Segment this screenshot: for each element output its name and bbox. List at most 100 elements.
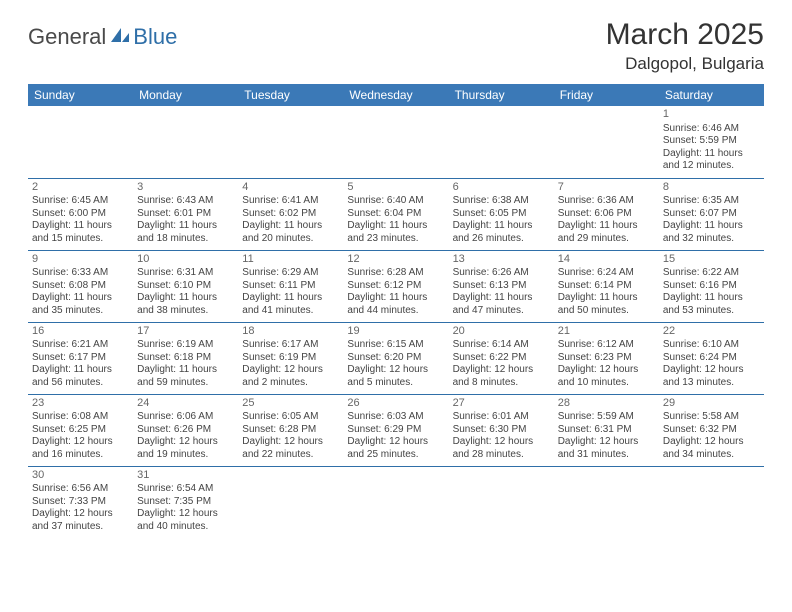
- location-label: Dalgopol, Bulgaria: [606, 54, 764, 74]
- daylight-text: Daylight: 12 hours: [137, 436, 234, 449]
- calendar-cell: [343, 466, 448, 538]
- daylight-text: Daylight: 12 hours: [663, 364, 760, 377]
- sunset-text: Sunset: 6:07 PM: [663, 208, 760, 221]
- sunrise-text: Sunrise: 6:54 AM: [137, 483, 234, 496]
- calendar-cell: [343, 106, 448, 178]
- sunrise-text: Sunrise: 5:58 AM: [663, 411, 760, 424]
- sunrise-text: Sunrise: 5:59 AM: [558, 411, 655, 424]
- daylight-text: Daylight: 11 hours: [137, 220, 234, 233]
- calendar-table: SundayMondayTuesdayWednesdayThursdayFrid…: [28, 84, 764, 538]
- calendar-week: 9Sunrise: 6:33 AMSunset: 6:08 PMDaylight…: [28, 250, 764, 322]
- daylight-text: Daylight: 12 hours: [32, 436, 129, 449]
- calendar-cell: 21Sunrise: 6:12 AMSunset: 6:23 PMDayligh…: [554, 322, 659, 394]
- sunset-text: Sunset: 6:16 PM: [663, 280, 760, 293]
- calendar-cell: 14Sunrise: 6:24 AMSunset: 6:14 PMDayligh…: [554, 250, 659, 322]
- sunrise-text: Sunrise: 6:05 AM: [242, 411, 339, 424]
- day-number: 13: [453, 253, 550, 267]
- day-number: 17: [137, 325, 234, 339]
- calendar-cell: 16Sunrise: 6:21 AMSunset: 6:17 PMDayligh…: [28, 322, 133, 394]
- sunrise-text: Sunrise: 6:03 AM: [347, 411, 444, 424]
- calendar-cell: 30Sunrise: 6:56 AMSunset: 7:33 PMDayligh…: [28, 466, 133, 538]
- sunrise-text: Sunrise: 6:26 AM: [453, 267, 550, 280]
- day-number: 1: [663, 108, 760, 122]
- daylight-text: and 22 minutes.: [242, 449, 339, 462]
- day-number: 30: [32, 469, 129, 483]
- calendar-week: 1Sunrise: 6:46 AMSunset: 5:59 PMDaylight…: [28, 106, 764, 178]
- day-number: 21: [558, 325, 655, 339]
- sunset-text: Sunset: 6:00 PM: [32, 208, 129, 221]
- day-number: 26: [347, 397, 444, 411]
- daylight-text: and 47 minutes.: [453, 305, 550, 318]
- calendar-head: SundayMondayTuesdayWednesdayThursdayFrid…: [28, 84, 764, 106]
- logo: General Blue: [28, 24, 177, 50]
- day-number: 9: [32, 253, 129, 267]
- sunset-text: Sunset: 6:14 PM: [558, 280, 655, 293]
- calendar-cell: 20Sunrise: 6:14 AMSunset: 6:22 PMDayligh…: [449, 322, 554, 394]
- sunrise-text: Sunrise: 6:22 AM: [663, 267, 760, 280]
- daylight-text: and 59 minutes.: [137, 377, 234, 390]
- calendar-cell: 4Sunrise: 6:41 AMSunset: 6:02 PMDaylight…: [238, 178, 343, 250]
- sunrise-text: Sunrise: 6:01 AM: [453, 411, 550, 424]
- daylight-text: and 56 minutes.: [32, 377, 129, 390]
- daylight-text: Daylight: 12 hours: [32, 508, 129, 521]
- sunrise-text: Sunrise: 6:19 AM: [137, 339, 234, 352]
- calendar-cell: [554, 466, 659, 538]
- daylight-text: and 53 minutes.: [663, 305, 760, 318]
- calendar-cell: 13Sunrise: 6:26 AMSunset: 6:13 PMDayligh…: [449, 250, 554, 322]
- daylight-text: Daylight: 12 hours: [558, 436, 655, 449]
- calendar-cell: 8Sunrise: 6:35 AMSunset: 6:07 PMDaylight…: [659, 178, 764, 250]
- sunset-text: Sunset: 6:01 PM: [137, 208, 234, 221]
- calendar-cell: 22Sunrise: 6:10 AMSunset: 6:24 PMDayligh…: [659, 322, 764, 394]
- sunrise-text: Sunrise: 6:12 AM: [558, 339, 655, 352]
- calendar-week: 23Sunrise: 6:08 AMSunset: 6:25 PMDayligh…: [28, 394, 764, 466]
- calendar-cell: 17Sunrise: 6:19 AMSunset: 6:18 PMDayligh…: [133, 322, 238, 394]
- sunrise-text: Sunrise: 6:41 AM: [242, 195, 339, 208]
- daylight-text: Daylight: 12 hours: [453, 436, 550, 449]
- day-number: 28: [558, 397, 655, 411]
- calendar-cell: 3Sunrise: 6:43 AMSunset: 6:01 PMDaylight…: [133, 178, 238, 250]
- sunset-text: Sunset: 6:06 PM: [558, 208, 655, 221]
- calendar-cell: 23Sunrise: 6:08 AMSunset: 6:25 PMDayligh…: [28, 394, 133, 466]
- daylight-text: Daylight: 11 hours: [558, 292, 655, 305]
- calendar-cell: 18Sunrise: 6:17 AMSunset: 6:19 PMDayligh…: [238, 322, 343, 394]
- daylight-text: Daylight: 11 hours: [242, 292, 339, 305]
- daylight-text: and 37 minutes.: [32, 521, 129, 534]
- sunset-text: Sunset: 6:31 PM: [558, 424, 655, 437]
- day-number: 8: [663, 181, 760, 195]
- calendar-week: 2Sunrise: 6:45 AMSunset: 6:00 PMDaylight…: [28, 178, 764, 250]
- daylight-text: Daylight: 12 hours: [558, 364, 655, 377]
- day-number: 12: [347, 253, 444, 267]
- sunrise-text: Sunrise: 6:29 AM: [242, 267, 339, 280]
- sunrise-text: Sunrise: 6:40 AM: [347, 195, 444, 208]
- sunrise-text: Sunrise: 6:08 AM: [32, 411, 129, 424]
- sunrise-text: Sunrise: 6:36 AM: [558, 195, 655, 208]
- sunrise-text: Sunrise: 6:06 AM: [137, 411, 234, 424]
- day-number: 2: [32, 181, 129, 195]
- daylight-text: and 32 minutes.: [663, 233, 760, 246]
- day-header: Friday: [554, 84, 659, 106]
- daylight-text: Daylight: 11 hours: [453, 292, 550, 305]
- day-header: Monday: [133, 84, 238, 106]
- daylight-text: Daylight: 11 hours: [32, 364, 129, 377]
- daylight-text: and 10 minutes.: [558, 377, 655, 390]
- sunset-text: Sunset: 5:59 PM: [663, 135, 760, 148]
- calendar-cell: 29Sunrise: 5:58 AMSunset: 6:32 PMDayligh…: [659, 394, 764, 466]
- calendar-body: 1Sunrise: 6:46 AMSunset: 5:59 PMDaylight…: [28, 106, 764, 538]
- sunset-text: Sunset: 6:08 PM: [32, 280, 129, 293]
- calendar-cell: [133, 106, 238, 178]
- daylight-text: Daylight: 11 hours: [663, 292, 760, 305]
- day-number: 4: [242, 181, 339, 195]
- calendar-cell: 5Sunrise: 6:40 AMSunset: 6:04 PMDaylight…: [343, 178, 448, 250]
- calendar-cell: [659, 466, 764, 538]
- sunset-text: Sunset: 6:04 PM: [347, 208, 444, 221]
- day-number: 27: [453, 397, 550, 411]
- daylight-text: Daylight: 11 hours: [558, 220, 655, 233]
- day-header: Tuesday: [238, 84, 343, 106]
- sunset-text: Sunset: 6:18 PM: [137, 352, 234, 365]
- daylight-text: and 26 minutes.: [453, 233, 550, 246]
- daylight-text: and 5 minutes.: [347, 377, 444, 390]
- daylight-text: Daylight: 11 hours: [137, 364, 234, 377]
- sunset-text: Sunset: 6:05 PM: [453, 208, 550, 221]
- sunset-text: Sunset: 6:28 PM: [242, 424, 339, 437]
- daylight-text: and 13 minutes.: [663, 377, 760, 390]
